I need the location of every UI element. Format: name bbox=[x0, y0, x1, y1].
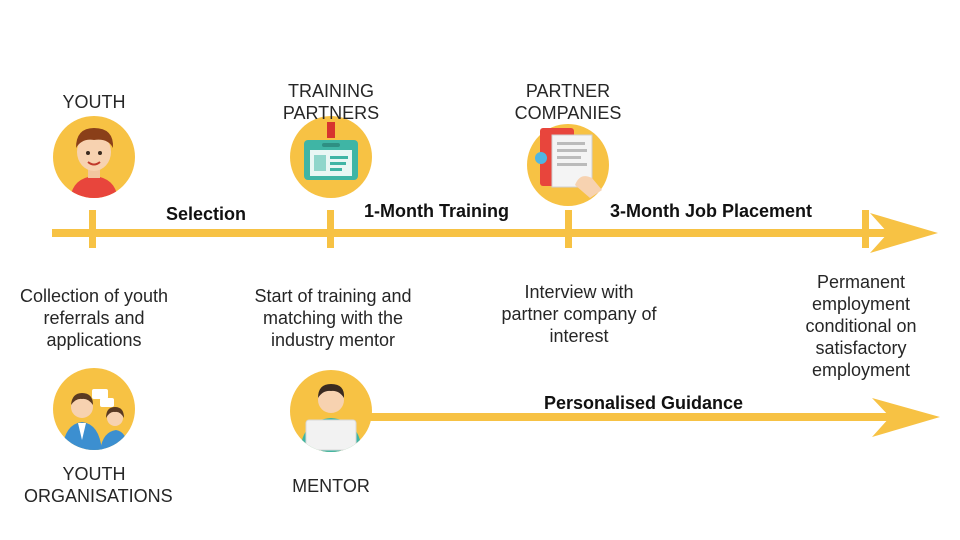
stage-selection: Selection bbox=[166, 204, 247, 224]
desc-start-training: Start of training and matching with the … bbox=[254, 286, 412, 350]
desc-collection: Collection of youth referrals and applic… bbox=[19, 286, 169, 350]
tick-training-partners bbox=[327, 210, 334, 248]
stage-training: 1-Month Training bbox=[364, 201, 509, 221]
guidance-timeline-bar bbox=[360, 413, 907, 421]
tick-partner-companies bbox=[565, 210, 572, 248]
guidance-timeline-arrowhead bbox=[872, 398, 940, 437]
actor-mentor: MENTOR bbox=[292, 476, 370, 496]
actor-training-partners: TRAINING PARTNERS bbox=[282, 81, 380, 123]
stage-placement: 3-Month Job Placement bbox=[610, 201, 813, 221]
tick-youth bbox=[89, 210, 96, 248]
company-documents-icon bbox=[527, 124, 609, 206]
tick-permanent bbox=[862, 210, 869, 248]
actor-partner-companies: PARTNER COMPANIES bbox=[514, 81, 622, 123]
id-badge-icon bbox=[290, 116, 372, 198]
actor-youth: YOUTH bbox=[62, 92, 126, 112]
stage-guidance: Personalised Guidance bbox=[544, 393, 744, 413]
main-timeline bbox=[52, 210, 938, 253]
main-timeline-arrowhead bbox=[870, 213, 938, 253]
main-timeline-bar bbox=[52, 229, 907, 237]
desc-permanent: Permanent employment conditional on sati… bbox=[805, 272, 917, 380]
actor-youth-organisations: YOUTH ORGANISATIONS bbox=[24, 464, 173, 506]
mentor-laptop-icon bbox=[290, 370, 372, 452]
youth-avatar-icon bbox=[53, 116, 135, 198]
youth-organisation-group-icon bbox=[53, 368, 135, 450]
guidance-timeline bbox=[360, 398, 940, 437]
desc-interview: Interview with partner company of intere… bbox=[501, 282, 657, 346]
